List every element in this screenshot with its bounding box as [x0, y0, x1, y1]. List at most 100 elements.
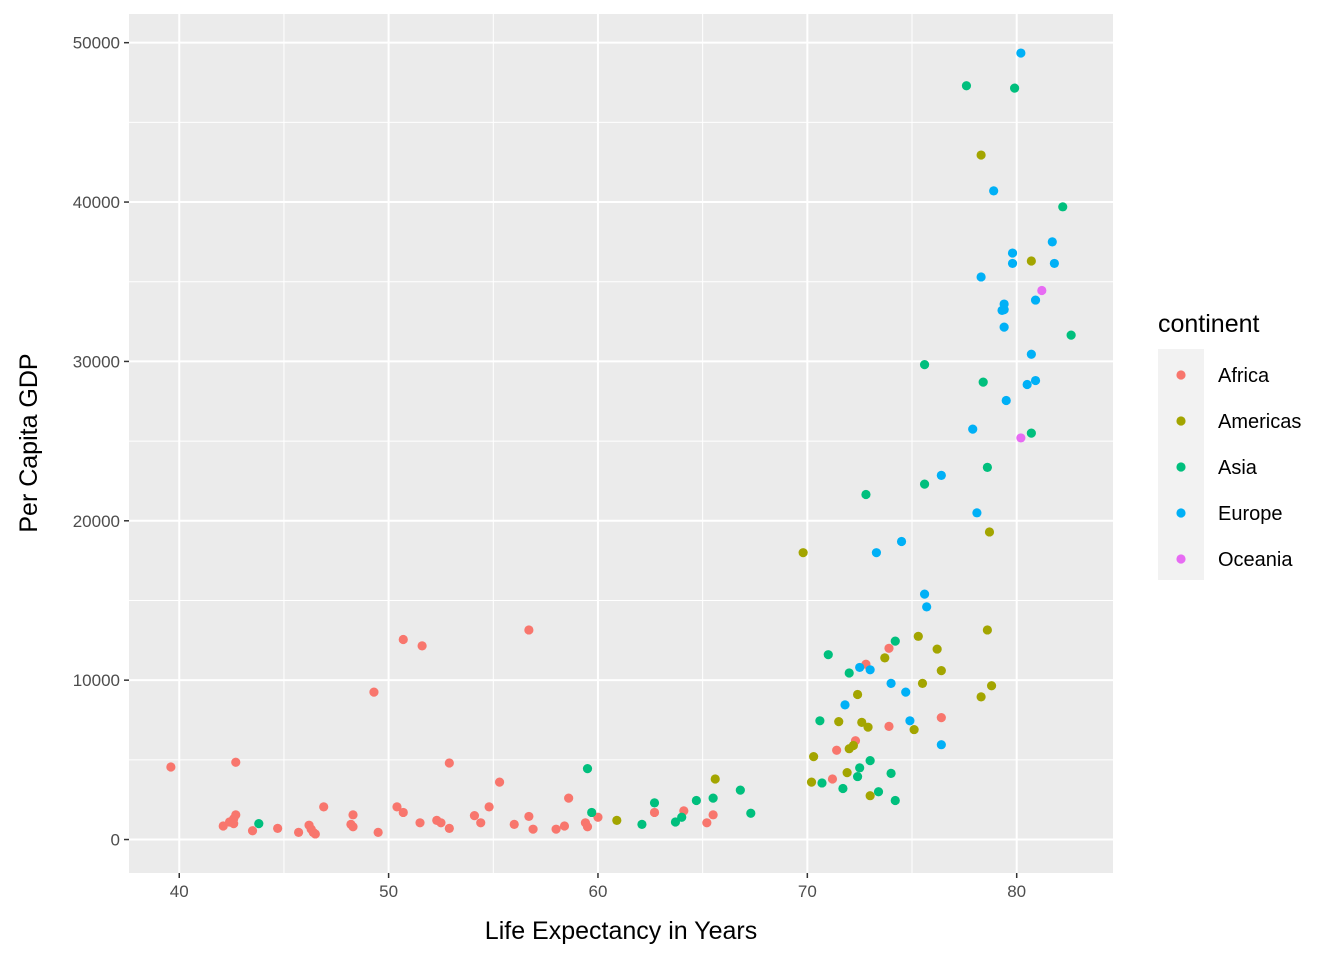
data-point-africa: [524, 812, 533, 821]
data-point-africa: [583, 822, 592, 831]
data-point-europe: [1000, 305, 1009, 314]
data-point-africa: [476, 818, 485, 827]
x-tick-label: 40: [170, 882, 189, 901]
data-point-africa: [828, 774, 837, 783]
data-point-europe: [855, 663, 864, 672]
data-point-africa: [528, 825, 537, 834]
data-point-africa: [650, 808, 659, 817]
data-point-asia: [583, 764, 592, 773]
data-point-americas: [910, 725, 919, 734]
data-point-asia: [853, 772, 862, 781]
data-point-asia: [587, 808, 596, 817]
data-point-africa: [564, 793, 573, 802]
data-point-asia: [962, 81, 971, 90]
y-tick-label: 10000: [73, 671, 120, 690]
data-point-americas: [977, 150, 986, 159]
data-point-africa: [418, 641, 427, 650]
data-point-africa: [551, 825, 560, 834]
data-point-africa: [229, 819, 238, 828]
data-point-europe: [897, 537, 906, 546]
data-point-asia: [650, 798, 659, 807]
data-point-asia: [861, 490, 870, 499]
data-point-africa: [884, 644, 893, 653]
data-point-asia: [677, 813, 686, 822]
data-point-africa: [311, 829, 320, 838]
data-point-europe: [886, 679, 895, 688]
x-tick-label: 70: [798, 882, 817, 901]
legend-key-africa: [1176, 370, 1185, 379]
data-point-asia: [866, 756, 875, 765]
data-point-africa: [415, 818, 424, 827]
legend-key-europe: [1176, 508, 1185, 517]
data-point-africa: [884, 722, 893, 731]
data-point-asia: [845, 668, 854, 677]
data-point-asia: [874, 787, 883, 796]
data-point-europe: [920, 590, 929, 599]
data-point-africa: [348, 822, 357, 831]
data-point-asia: [817, 778, 826, 787]
legend-title: continent: [1158, 310, 1260, 338]
data-point-europe: [1048, 237, 1057, 246]
data-point-asia: [891, 796, 900, 805]
y-tick-label: 20000: [73, 512, 120, 531]
data-point-europe: [1008, 259, 1017, 268]
data-point-europe: [1008, 248, 1017, 257]
legend-key-americas: [1176, 416, 1185, 425]
y-tick-label: 40000: [73, 193, 120, 212]
data-point-africa: [369, 688, 378, 697]
legend-label-oceania: Oceania: [1218, 549, 1293, 571]
data-point-americas: [799, 548, 808, 557]
data-point-asia: [637, 820, 646, 829]
data-point-asia: [815, 716, 824, 725]
data-point-europe: [905, 716, 914, 725]
data-point-africa: [273, 824, 282, 833]
data-point-europe: [977, 272, 986, 281]
data-point-americas: [987, 681, 996, 690]
legend-label-europe: Europe: [1218, 503, 1283, 525]
x-tick-label: 80: [1007, 882, 1026, 901]
legend-key-asia: [1176, 462, 1185, 471]
data-point-americas: [849, 741, 858, 750]
data-point-asia: [920, 480, 929, 489]
legend-key-oceania: [1176, 554, 1185, 563]
data-point-americas: [983, 625, 992, 634]
x-tick-label: 60: [589, 882, 608, 901]
data-point-asia: [692, 796, 701, 805]
y-axis-ticks: 01000020000300004000050000: [73, 34, 129, 850]
data-point-asia: [886, 769, 895, 778]
data-point-africa: [248, 826, 257, 835]
data-point-africa: [702, 818, 711, 827]
data-point-europe: [866, 665, 875, 674]
data-point-europe: [989, 186, 998, 195]
data-point-europe: [1000, 323, 1009, 332]
data-point-americas: [843, 768, 852, 777]
data-point-africa: [445, 824, 454, 833]
data-point-europe: [937, 740, 946, 749]
data-point-americas: [711, 774, 720, 783]
y-tick-label: 50000: [73, 34, 120, 53]
data-point-africa: [399, 635, 408, 644]
data-point-africa: [319, 802, 328, 811]
data-point-europe: [1016, 48, 1025, 57]
data-point-europe: [937, 471, 946, 480]
legend-label-africa: Africa: [1218, 365, 1270, 387]
data-point-africa: [399, 808, 408, 817]
data-point-europe: [1031, 295, 1040, 304]
legend: continent Africa Americas Asia Europe Oceani…: [1158, 310, 1301, 580]
data-point-europe: [1023, 380, 1032, 389]
data-point-europe: [1031, 376, 1040, 385]
panel-background: [129, 14, 1113, 873]
data-point-americas: [612, 816, 621, 825]
data-point-asia: [1010, 84, 1019, 93]
data-point-europe: [1050, 259, 1059, 268]
data-point-americas: [937, 666, 946, 675]
data-point-americas: [834, 717, 843, 726]
data-point-africa: [445, 758, 454, 767]
data-point-africa: [832, 746, 841, 755]
y-tick-label: 30000: [73, 352, 120, 371]
data-point-europe: [1002, 396, 1011, 405]
data-point-europe: [901, 688, 910, 697]
data-point-europe: [968, 425, 977, 434]
data-point-africa: [231, 758, 240, 767]
data-point-asia: [746, 809, 755, 818]
